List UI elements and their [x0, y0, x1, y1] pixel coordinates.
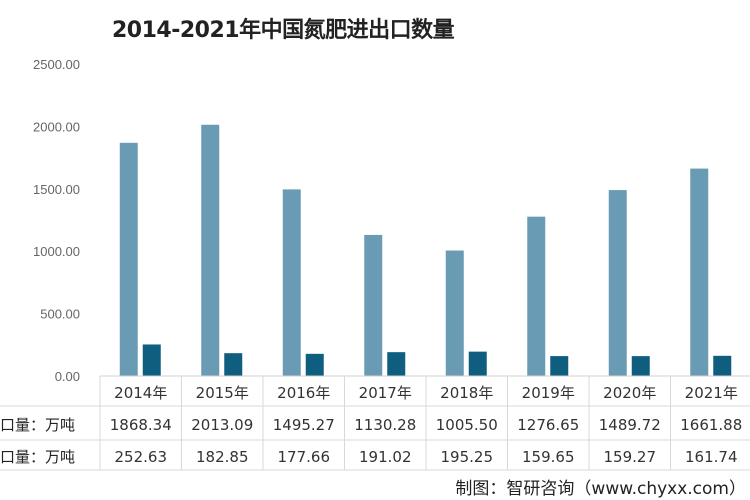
x-tick-label: 2015年: [196, 384, 249, 402]
bar-series2: [713, 355, 732, 376]
table-cell: 182.85: [196, 448, 249, 466]
x-tick-label: 2014年: [114, 384, 167, 402]
bar-series2: [550, 356, 569, 376]
table-cell: 1276.65: [517, 416, 579, 434]
bar-series1: [527, 216, 546, 376]
bar-series2: [142, 344, 161, 376]
y-tick-label: 1500.00: [33, 182, 80, 197]
table-cell: 2013.09: [191, 416, 253, 434]
bar-series1: [608, 190, 627, 376]
bar-series2: [468, 351, 487, 376]
table-cell: 159.27: [604, 448, 657, 466]
bar-series2: [387, 352, 406, 376]
table-cell: 159.65: [522, 448, 575, 466]
bar-series1: [445, 250, 464, 376]
table-cell: 1868.34: [110, 416, 172, 434]
y-tick-label: 0.00: [55, 369, 80, 384]
x-tick-label: 2018年: [440, 384, 493, 402]
source-note: 制图：智研咨询（www.chyxx.com）: [455, 479, 746, 499]
chart-title: 2014-2021年中国氮肥进出口数量: [112, 18, 455, 43]
bar-series1: [364, 234, 383, 376]
bar-series2: [631, 356, 650, 376]
table-cell: 1661.88: [680, 416, 742, 434]
bar-series2: [224, 353, 243, 376]
y-tick-label: 1000.00: [33, 244, 80, 259]
table-row-label: 口量：万吨: [0, 416, 75, 434]
table-cell: 1495.27: [273, 416, 335, 434]
table-cell: 1489.72: [599, 416, 661, 434]
table-row-label: 口量：万吨: [0, 448, 75, 466]
table-cell: 1130.28: [354, 416, 416, 434]
bar-series1: [119, 142, 138, 376]
y-tick-label: 2000.00: [33, 119, 80, 134]
bar-series1: [690, 168, 709, 376]
x-tick-label: 2017年: [359, 384, 412, 402]
table-cell: 191.02: [359, 448, 412, 466]
table-cell: 161.74: [685, 448, 738, 466]
x-tick-label: 2019年: [522, 384, 575, 402]
table-cell: 252.63: [115, 448, 168, 466]
x-tick-label: 2016年: [277, 384, 330, 402]
y-tick-label: 500.00: [40, 307, 80, 322]
table-cell: 1005.50: [436, 416, 498, 434]
table-cell: 177.66: [278, 448, 331, 466]
bar-series2: [305, 353, 324, 376]
y-tick-label: 2500.00: [33, 57, 80, 72]
x-tick-label: 2021年: [685, 384, 738, 402]
bar-series1: [201, 124, 220, 377]
x-tick-label: 2020年: [603, 384, 656, 402]
table-cell: 195.25: [441, 448, 494, 466]
bar-series1: [282, 189, 301, 376]
